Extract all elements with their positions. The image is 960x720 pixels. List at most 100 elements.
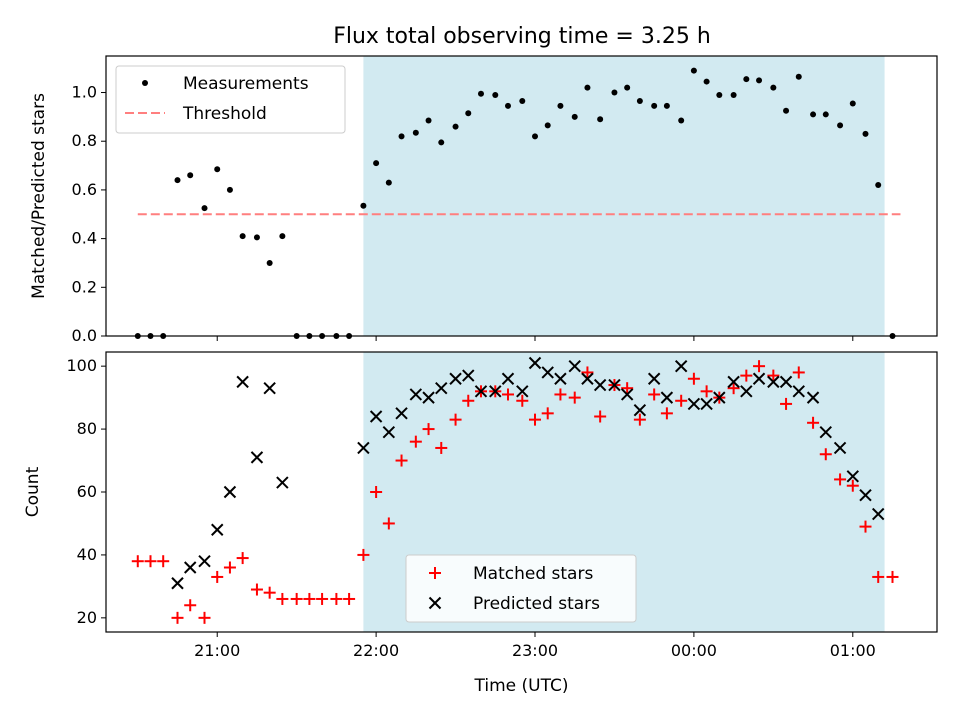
- x-b: [409, 388, 423, 401]
- x-b: [422, 391, 435, 404]
- x-b: [211, 523, 224, 536]
- x-b: [528, 356, 542, 370]
- count-panel: 20 40 60 80 100 21:00 22:00 23:00 00:00 01:00 Coun…: [23, 351, 938, 696]
- predicted-stars-point: [674, 359, 688, 373]
- predicted-stars-point: [516, 385, 529, 398]
- predicted-stars-point: [501, 372, 515, 385]
- matched-stars-point: [330, 592, 343, 605]
- x-b: [767, 375, 780, 389]
- y-tick-label: 0.2: [72, 277, 97, 296]
- predicted-stars-point: [687, 397, 701, 411]
- matched-stars-point: [633, 413, 646, 426]
- measurement-point: [571, 113, 578, 120]
- matched-stars-point: [435, 441, 448, 454]
- x-tick-label: 23:00: [512, 641, 558, 660]
- x-b: [449, 372, 462, 385]
- measurement-point: [174, 177, 181, 184]
- x-b: [819, 426, 832, 439]
- x-b: [184, 561, 197, 574]
- predicted-stars-point: [554, 372, 567, 385]
- predicted-stars-point: [263, 381, 276, 395]
- measurement-point: [862, 130, 869, 137]
- predicted-stars-point: [660, 391, 674, 404]
- predicted-stars-point: [700, 397, 713, 411]
- matched-stars-point: [780, 397, 793, 410]
- predicted-stars-point: [779, 375, 793, 389]
- legend-measurements-marker: [142, 80, 148, 86]
- measurement-point: [636, 98, 643, 105]
- matched-stars-point: [792, 366, 805, 379]
- measurement-point: [849, 100, 856, 107]
- predicted-stars-point: [541, 366, 554, 379]
- y-tick-label: 0.4: [72, 229, 97, 248]
- matched-stars-point: [675, 394, 688, 407]
- x-b: [633, 403, 647, 417]
- measurement-point: [678, 117, 685, 124]
- measurement-point: [373, 160, 380, 167]
- y-tick-label: 100: [66, 356, 97, 375]
- predicted-stars-point: [593, 378, 607, 392]
- matched-stars-point: [501, 388, 514, 401]
- measurement-point: [477, 90, 484, 97]
- measurement-point: [385, 179, 392, 186]
- x-b: [792, 385, 805, 398]
- measurement-point: [532, 133, 539, 140]
- x-b: [660, 391, 674, 404]
- measurement-point: [360, 202, 367, 209]
- observing-window-shade: [363, 56, 885, 336]
- matched-stars-point: [581, 366, 594, 379]
- matched-stars-point: [621, 382, 634, 395]
- predicted-stars-point: [395, 407, 408, 420]
- x-b: [647, 372, 661, 385]
- x-b: [608, 378, 621, 392]
- matched-stars-point: [660, 407, 673, 420]
- x-b: [171, 577, 184, 590]
- predicted-stars-point: [608, 378, 621, 392]
- y-tick-label: 20: [77, 608, 97, 627]
- x-tick-label: 01:00: [830, 641, 876, 660]
- predicted-stars-point: [171, 577, 184, 590]
- matched-stars-point: [568, 391, 581, 404]
- measurement-point: [795, 73, 802, 80]
- predicted-stars-point: [250, 451, 264, 464]
- predicted-stars-point: [620, 388, 634, 401]
- x-b: [223, 485, 237, 499]
- measurement-point: [651, 102, 658, 109]
- matched-stars-point: [382, 517, 395, 530]
- measurement-point: [201, 205, 208, 212]
- measurement-point: [438, 139, 445, 146]
- matched-stars-point: [753, 360, 766, 373]
- predicted-stars-point: [846, 470, 859, 483]
- predicted-stars-point: [462, 369, 475, 382]
- predicted-stars-point: [422, 391, 435, 404]
- predicted-stars-point: [382, 426, 396, 439]
- legend-ratio: Measurements Threshold: [115, 65, 346, 134]
- matched-stars-point: [834, 473, 847, 486]
- matched-stars-point: [687, 372, 700, 385]
- measurement-point: [624, 84, 631, 91]
- x-b: [740, 385, 753, 398]
- predicted-stars-point: [211, 523, 224, 536]
- y-tick-label: 60: [77, 482, 97, 501]
- x-b: [474, 385, 488, 398]
- measurement-point: [253, 234, 260, 241]
- x-b: [713, 391, 726, 404]
- legend-predicted-marker-b: [428, 596, 442, 610]
- matched-stars-point: [370, 486, 383, 498]
- chart-title: Flux total observing time = 3.25 h: [333, 24, 711, 49]
- measurement-point: [584, 84, 591, 91]
- legend-threshold-label: Threshold: [182, 104, 267, 124]
- measurement-point: [425, 117, 432, 124]
- x-tick-label: 21:00: [194, 641, 240, 660]
- x-b: [489, 385, 502, 398]
- measurement-point: [412, 129, 419, 136]
- x-b: [620, 388, 634, 401]
- matched-stars-point: [263, 586, 276, 599]
- measurement-point: [465, 110, 472, 117]
- matched-stars-point: [316, 592, 329, 605]
- legend-counts: Matched stars Predicted stars: [405, 554, 637, 623]
- predicted-stars-point: [369, 410, 383, 423]
- measurement-point: [756, 77, 763, 84]
- matched-stars-point: [700, 385, 713, 398]
- y-tick-label: 80: [77, 419, 97, 438]
